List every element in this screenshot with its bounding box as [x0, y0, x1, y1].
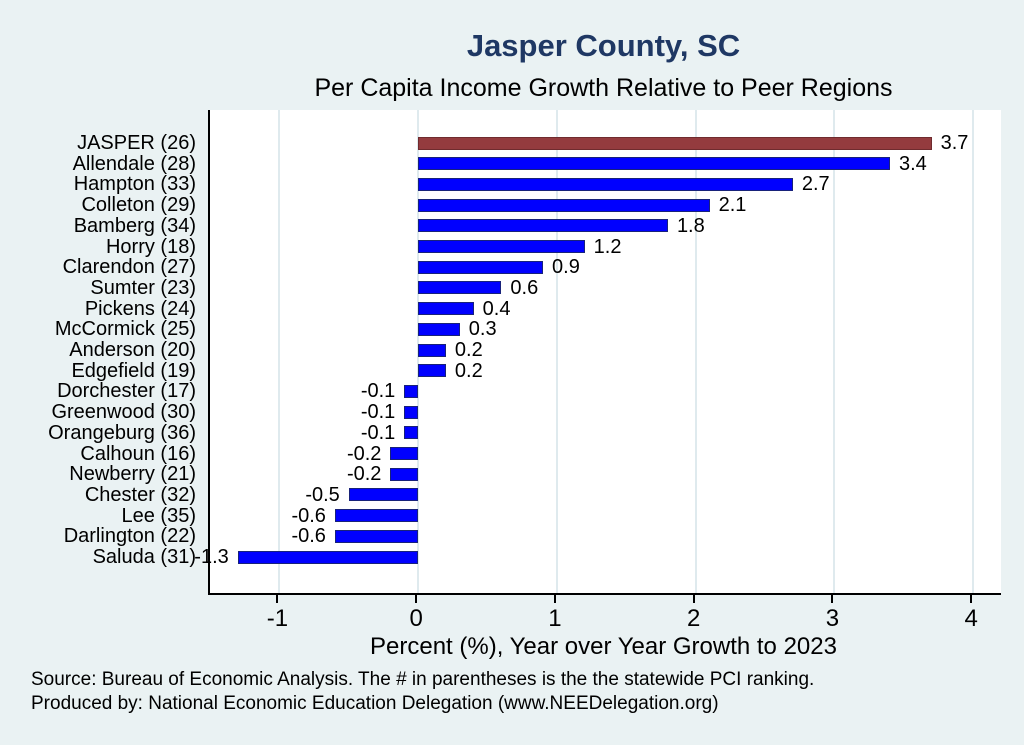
- bar-value-label: -0.1: [360, 401, 396, 424]
- category-label: Colleton (29): [81, 194, 196, 217]
- bar: [418, 177, 793, 191]
- bar: [418, 343, 446, 357]
- bar: [237, 550, 419, 564]
- bar-value-label: 0.2: [454, 339, 483, 361]
- category-label: Lee (35): [121, 504, 197, 527]
- x-tick-mark: [970, 595, 973, 603]
- gridline: [555, 110, 558, 593]
- bar-value-label: -0.2: [346, 442, 382, 465]
- bar: [418, 322, 460, 336]
- bar-value-label: 2.1: [718, 194, 747, 217]
- bar: [418, 157, 890, 171]
- x-tick-mark: [415, 595, 418, 603]
- bar-value-label: 0.4: [482, 297, 511, 320]
- x-tick-mark: [692, 595, 695, 603]
- bar-value-label: 1.8: [676, 214, 705, 237]
- bar: [390, 467, 419, 481]
- category-label: Horry (18): [105, 235, 196, 258]
- bar-value-label: 3.7: [940, 132, 969, 154]
- bar-value-label: 1.2: [593, 235, 622, 258]
- producer-note: Produced by: National Economic Education…: [31, 693, 719, 714]
- x-tick-label: 4: [964, 605, 978, 632]
- category-label: Saluda (31): [92, 546, 196, 568]
- bar: [390, 447, 419, 460]
- x-tick-label: -1: [266, 605, 289, 632]
- category-label: McCormick (25): [54, 318, 196, 341]
- bar-value-label: 0.2: [454, 359, 483, 382]
- category-label: Orangeburg (36): [48, 421, 196, 444]
- category-label: Edgefield (19): [71, 359, 196, 382]
- bar-value-label: 0.6: [510, 276, 539, 299]
- category-label: Clarendon (27): [62, 256, 196, 279]
- category-label: Greenwood (30): [51, 401, 196, 424]
- bar-value-label: -1.3: [194, 546, 229, 568]
- bar-value-label: 0.9: [552, 256, 580, 279]
- bar: [404, 384, 419, 398]
- bar-value-label: 0.3: [468, 318, 497, 341]
- page-title: Jasper County, SC: [466, 28, 741, 63]
- category-label: JASPER (26): [77, 132, 196, 154]
- bar-value-label: -0.2: [346, 463, 382, 486]
- bar: [334, 509, 419, 523]
- category-label: Newberry (21): [69, 463, 196, 486]
- category-label: Hampton (33): [73, 173, 196, 196]
- x-tick-label: 1: [548, 605, 562, 632]
- category-label: Bamberg (34): [73, 214, 196, 237]
- bar-value-label: -0.1: [360, 380, 396, 403]
- source-note: Source: Bureau of Economic Analysis. The…: [31, 669, 815, 690]
- bar: [404, 405, 419, 419]
- bar: [418, 302, 474, 316]
- bar: [418, 364, 446, 378]
- gridline: [972, 110, 975, 593]
- bar-value-label: 3.4: [898, 152, 927, 175]
- bar: [418, 260, 544, 274]
- category-label: Sumter (23): [90, 276, 196, 299]
- gridline: [278, 110, 281, 593]
- category-label: Calhoun (16): [80, 442, 196, 465]
- bar: [404, 426, 419, 440]
- bar-highlight: [418, 136, 932, 150]
- x-tick-mark: [276, 595, 279, 603]
- bar: [334, 529, 419, 543]
- x-tick-label: 0: [409, 605, 423, 632]
- bar-value-label: -0.5: [305, 483, 340, 506]
- chart-subtitle: Per Capita Income Growth Relative to Pee…: [314, 74, 893, 102]
- bar-value-label: 2.7: [801, 173, 830, 196]
- x-axis-title: Percent (%), Year over Year Growth to 20…: [370, 633, 837, 660]
- gridline: [833, 110, 836, 593]
- x-tick-label: 3: [825, 605, 840, 632]
- bar-value-label: -0.6: [291, 525, 326, 548]
- category-label: Pickens (24): [84, 297, 196, 320]
- bar: [418, 198, 710, 212]
- bar: [418, 219, 668, 233]
- bar-value-label: -0.1: [360, 421, 396, 444]
- category-label: Allendale (28): [72, 152, 196, 175]
- x-tick-mark: [831, 595, 834, 603]
- x-tick-label: 2: [687, 605, 701, 632]
- x-tick-mark: [553, 595, 556, 603]
- category-label: Chester (32): [84, 483, 196, 506]
- gridline: [694, 110, 697, 593]
- category-label: Anderson (20): [69, 339, 196, 361]
- bar-value-label: -0.6: [291, 504, 326, 527]
- category-label: Darlington (22): [63, 525, 196, 548]
- category-label: Dorchester (17): [57, 380, 196, 403]
- bar: [348, 488, 419, 502]
- bar: [418, 281, 502, 295]
- plot-area: 3.7 3.4 2.7 2.1 1.8 1.2 0.9 0.6 0.4 0.3 0.2 0.2 -0.1…: [194, 110, 1001, 595]
- bar: [418, 240, 585, 253]
